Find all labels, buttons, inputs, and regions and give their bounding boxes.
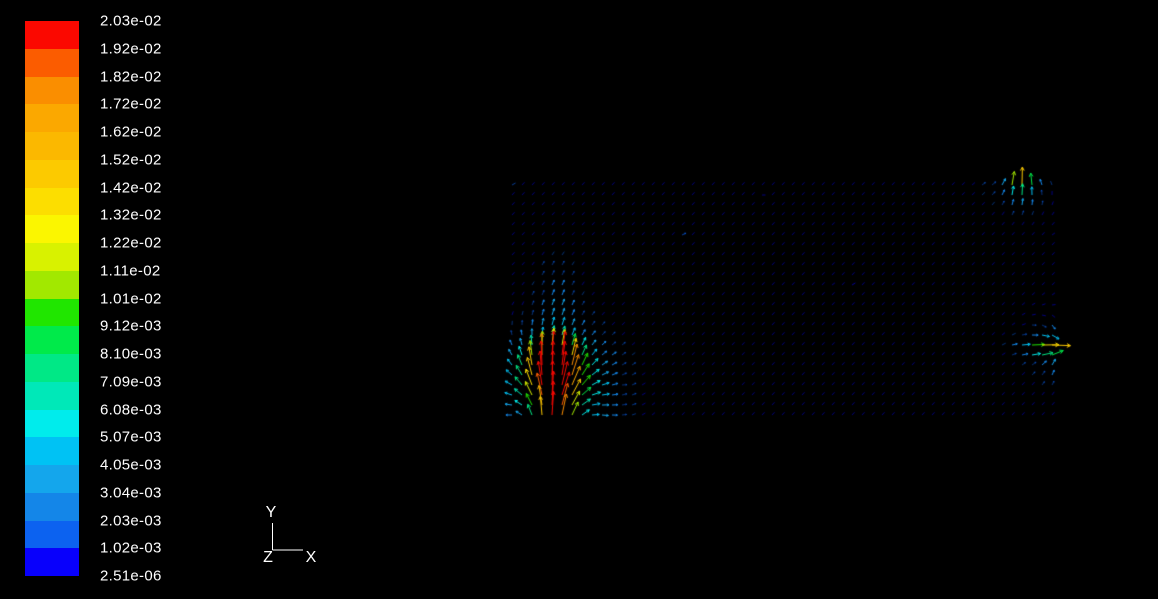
axis-z-label: Z bbox=[263, 549, 273, 566]
colorbar-band bbox=[25, 76, 79, 105]
colorbar-band bbox=[25, 381, 79, 410]
colorbar-band bbox=[25, 159, 79, 188]
colorbar-band bbox=[25, 132, 79, 160]
colorbar-band bbox=[25, 104, 79, 132]
colorbar-band bbox=[25, 326, 79, 354]
colorbar-band bbox=[25, 437, 79, 465]
colorbar-band bbox=[25, 354, 79, 382]
colorbar-band bbox=[25, 465, 79, 493]
axis-x-label: X bbox=[306, 549, 317, 566]
colorbar-band bbox=[25, 270, 79, 299]
colorbar-band bbox=[25, 187, 79, 216]
colorbar-band bbox=[25, 21, 79, 49]
colorbar-band bbox=[25, 215, 79, 243]
colorbar-band bbox=[25, 520, 79, 549]
colorbar-band bbox=[25, 243, 79, 271]
axis-y-label: Y bbox=[266, 504, 277, 521]
colorbar-band bbox=[25, 48, 79, 77]
axis-triad: Y Z X bbox=[263, 504, 317, 566]
colorbar-band bbox=[25, 492, 79, 521]
colorbar-band bbox=[25, 548, 79, 576]
velocity-magnitude-colorbar bbox=[25, 21, 79, 576]
colorbar-band bbox=[25, 409, 79, 438]
colorbar-band bbox=[25, 298, 79, 327]
